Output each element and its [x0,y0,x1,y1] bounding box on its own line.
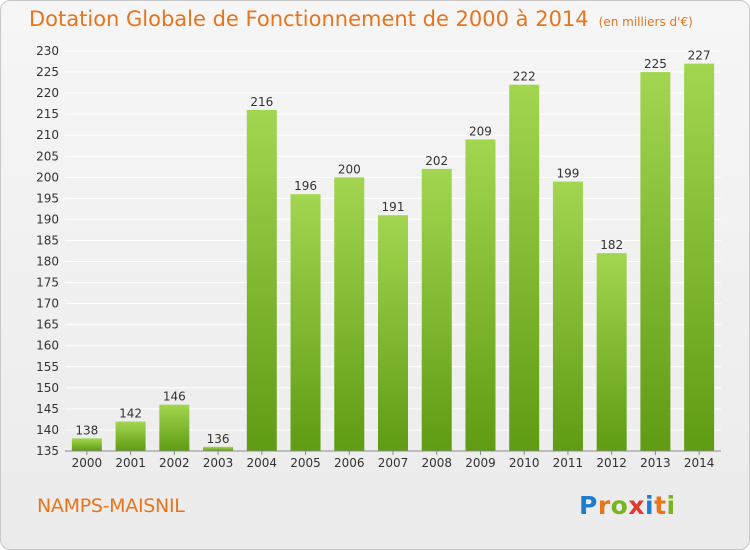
bar [334,177,365,451]
y-axis-ticks: 135 140 145 150 155 160 165 170 175 180 185 190 195 2… [36,44,59,458]
data-labels: 138 142 146 136 216 196 200 191 202 209 222 199 182 2… [75,49,710,446]
logo-letter: o [610,491,629,520]
x-tick-label: 2005 [290,456,321,470]
y-tick-label: 140 [36,423,59,437]
bar-value-label: 136 [207,432,230,446]
y-tick-label: 165 [36,318,59,332]
bar [290,194,321,451]
bar [509,84,540,452]
bar-value-label: 146 [163,390,186,404]
bar-value-label: 209 [469,124,492,138]
x-axis-ticks: 2000 2001 2002 2003 2004 2005 2006 2007 2008 2009… [72,451,715,470]
bar [684,63,715,451]
bar [71,438,102,451]
y-tick-label: 160 [36,339,59,353]
bar [596,253,627,451]
bar [640,72,671,451]
bar-value-label: 200 [338,162,361,176]
y-tick-label: 135 [36,444,59,458]
bar [246,109,277,452]
bar-value-label: 182 [600,238,623,252]
x-tick-label: 2006 [334,456,365,470]
bar [421,168,452,452]
bar [203,446,234,451]
y-tick-label: 225 [36,65,59,79]
bar-value-label: 142 [119,407,142,421]
bar-value-label: 191 [382,200,405,214]
y-tick-label: 180 [36,255,59,269]
y-tick-label: 230 [36,44,59,58]
logo-letter: P [579,491,598,520]
x-tick-label: 2014 [684,456,715,470]
y-tick-label: 210 [36,128,59,142]
x-tick-label: 2008 [421,456,452,470]
bar-value-label: 216 [250,95,273,109]
logo-letter: i [666,491,676,520]
x-tick-label: 2002 [159,456,190,470]
bar-value-label: 222 [513,70,536,84]
x-tick-label: 2007 [378,456,409,470]
logo-letter: r [597,491,611,520]
bars [71,63,715,452]
bar-value-label: 199 [556,167,579,181]
bar [465,139,496,451]
bar [552,181,583,452]
commune-name: NAMPS-MAISNIL [37,495,185,517]
y-tick-label: 185 [36,233,59,247]
y-tick-label: 155 [36,360,59,374]
chart-title-text: Dotation Globale de Fonctionnement de 20… [29,7,589,31]
logo-letter: i [645,491,655,520]
bar-value-label: 225 [644,57,667,71]
chart-unit: (en milliers d'€) [598,15,693,29]
y-tick-label: 170 [36,297,59,311]
y-tick-label: 150 [36,381,59,395]
x-tick-label: 2010 [509,456,540,470]
y-tick-label: 215 [36,107,59,121]
chart-title: Dotation Globale de Fonctionnement de 20… [29,7,693,31]
bar [115,421,146,451]
y-tick-label: 200 [36,170,59,184]
proxiti-logo: Proxiti [579,491,676,520]
y-tick-label: 220 [36,86,59,100]
x-tick-label: 2009 [465,456,496,470]
bar-value-label: 202 [425,154,448,168]
x-tick-label: 2013 [640,456,671,470]
y-tick-label: 195 [36,191,59,205]
x-tick-label: 2011 [553,456,584,470]
bar [378,215,408,451]
y-tick-label: 145 [36,402,59,416]
y-tick-label: 205 [36,149,59,163]
logo-letter: x [628,491,645,520]
x-tick-label: 2004 [247,456,278,470]
x-tick-label: 2001 [115,456,146,470]
bar-value-label: 138 [75,423,98,437]
bar [159,404,190,451]
bar-value-label: 227 [688,49,711,63]
bar-value-label: 196 [294,179,317,193]
y-tick-label: 175 [36,276,59,290]
x-tick-label: 2000 [72,456,103,470]
x-tick-label: 2012 [596,456,627,470]
logo-letter: t [654,491,667,520]
y-tick-label: 190 [36,212,59,226]
x-tick-label: 2003 [203,456,234,470]
